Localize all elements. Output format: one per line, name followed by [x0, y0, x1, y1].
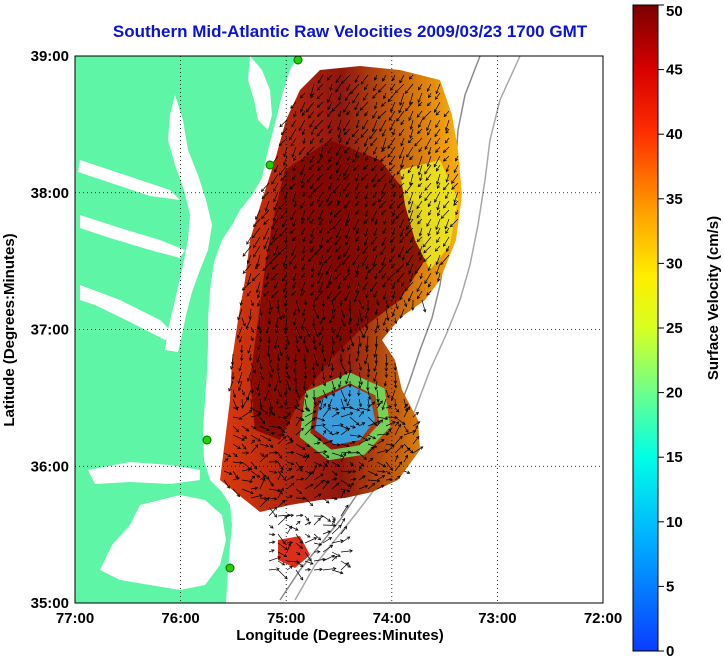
pamlico-sound	[100, 495, 226, 590]
colorbar-tick-label: 30	[666, 255, 683, 272]
colorbar-tick-label: 35	[666, 191, 683, 208]
radar-site-marker	[202, 435, 212, 445]
x-tick-label: 74:00	[373, 610, 411, 627]
y-tick-label: 38:00	[31, 185, 69, 202]
y-axis-ticks: 35:00 36:00 37:00 38:00 39:00	[31, 48, 69, 612]
radar-site-marker	[293, 56, 303, 65]
colorbar-tick-label: 20	[666, 385, 683, 402]
delaware-bay	[248, 56, 272, 130]
radar-site-marker	[225, 563, 235, 573]
radar-site-marker	[265, 160, 275, 170]
grid-lines	[75, 56, 603, 603]
x-axis-ticks: 77:00 76:00 75:00 74:00 73:00 72:00	[56, 610, 622, 627]
colorbar-tick-label: 50	[666, 3, 683, 20]
y-tick-label: 37:00	[31, 322, 69, 339]
potomac-river	[78, 160, 180, 200]
x-tick-label: 77:00	[56, 610, 94, 627]
x-tick-label: 73:00	[478, 610, 516, 627]
colorbar-tick-label: 15	[666, 449, 683, 466]
colorbar-label: Surface Velocity (cm/s)	[705, 216, 722, 380]
y-tick-label: 36:00	[31, 458, 69, 475]
colorbar-tick-label: 45	[666, 62, 683, 79]
colorbar	[632, 4, 659, 652]
chesapeake-bay	[165, 95, 212, 352]
colorbar-tick-label: 40	[666, 126, 683, 143]
y-tick-label: 35:00	[31, 595, 69, 612]
rappahannock-river	[80, 215, 185, 258]
velocity-vectors	[223, 74, 459, 581]
albemarle-sound	[88, 462, 200, 484]
y-tick-label: 39:00	[31, 48, 69, 65]
colorbar-tick-label: 5	[666, 578, 674, 595]
x-tick-label: 72:00	[584, 610, 622, 627]
plot-frame	[74, 55, 604, 604]
chart-title: Southern Mid-Atlantic Raw Velocities 200…	[112, 22, 588, 41]
york-james-rivers	[80, 285, 175, 340]
velocity-field-slow-eddy	[315, 385, 375, 445]
x-axis-label: Longitude (Degrees:Minutes)	[236, 627, 444, 644]
colorbar-ticks: 0 5 10 15 20 25 30 35 40 45 50	[658, 3, 683, 659]
colorbar-tick-label: 25	[666, 320, 683, 337]
colorbar-tick-label: 0	[666, 643, 674, 659]
x-tick-label: 75:00	[267, 610, 305, 627]
x-tick-label: 76:00	[161, 610, 199, 627]
y-axis-label: Latitude (Degrees:Minutes)	[1, 233, 18, 426]
colorbar-tick-label: 10	[666, 514, 683, 531]
